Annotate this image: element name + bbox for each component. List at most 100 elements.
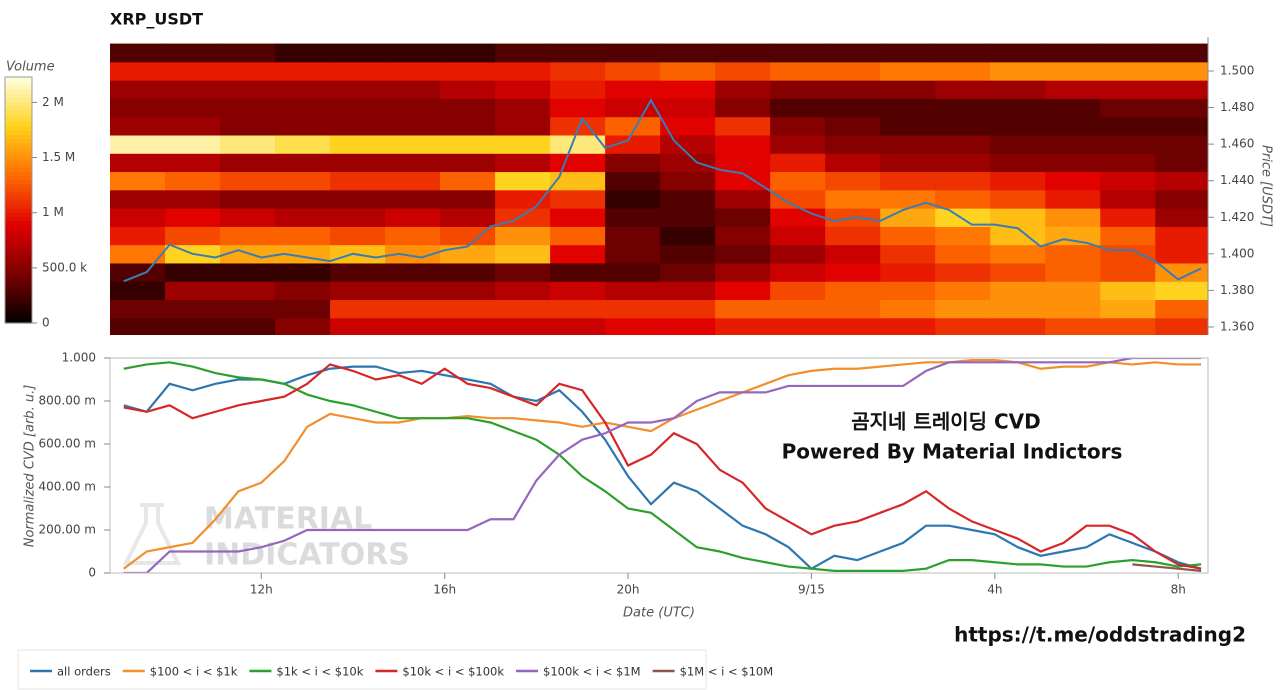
heatmap-cell [660,153,716,173]
heatmap-cell [275,299,331,319]
heatmap-cell [825,171,881,191]
heatmap-cell [495,80,551,99]
heatmap-cell [660,61,716,81]
colorbar-step [5,122,32,127]
y-tick-label: 600.00 m [39,437,97,451]
heatmap-cell [880,317,936,335]
heatmap-cell [935,98,991,118]
colorbar: 0 500.0 k 1 M 1.5 M 2 M [4,76,87,330]
colorbar-step [5,109,32,115]
heatmap-cell [440,80,496,99]
heatmap-cell [715,43,771,63]
heatmap-cell [715,189,771,209]
heatmap-cell [880,98,936,118]
heatmap-cell [110,262,166,282]
heatmap-cell [165,226,221,246]
colorbar-step [5,269,32,275]
heatmap-cell [550,262,606,282]
heatmap-cell [660,281,716,301]
heatmap-cell [1100,262,1156,282]
colorbar-step [5,286,32,291]
heatmap-cell [935,189,991,209]
heatmap [110,43,1208,335]
heatmap-cell [495,281,551,301]
heatmap-cell [275,189,331,209]
heatmap-cell [110,61,166,81]
colorbar-step [5,146,32,152]
annotation: Powered By Material Indictors [782,440,1123,464]
heatmap-cell [550,317,606,335]
heatmap-cell [110,116,166,136]
heatmap-cell [990,171,1046,191]
heatmap-cell [220,171,276,191]
cvd-plot [123,358,1202,573]
heatmap-cell [165,134,221,154]
heatmap-cell [1045,244,1101,264]
heatmap-cell [770,116,826,136]
heatmap-cell [550,226,606,246]
colorbar-step [5,195,32,201]
heatmap-cell [330,80,386,99]
heatmap-cell [550,208,606,227]
heatmap-cell [880,116,936,136]
heatmap-cell [1045,80,1101,99]
colorbar-step [5,101,32,107]
heatmap-cell [495,299,551,319]
heatmap-cell [330,98,386,118]
heatmap-cell [605,153,661,173]
heatmap-cell [495,43,551,63]
heatmap-cell [165,262,221,282]
heatmap-cell [165,171,221,191]
heatmap-cell [110,98,166,118]
heatmap-cell [550,80,606,99]
heatmap-cell [220,61,276,81]
heatmap-cell [550,43,606,63]
y-tick-label: 1.000 [62,351,96,365]
heatmap-cell [1155,80,1208,99]
y-tick-label: 400.00 m [39,480,97,494]
colorbar-step [5,118,32,123]
heatmap-cell [935,317,991,335]
heatmap-cell [165,61,221,81]
heatmap-cell [385,171,441,191]
heatmap-cell [550,61,606,81]
cvd-line [123,358,1202,573]
colorbar-step [5,216,32,222]
heatmap-cell [165,80,221,99]
colorbar-step [5,208,32,213]
heatmap-cell [1155,116,1208,136]
heatmap-cell [825,153,881,173]
x-axis-title: Date (UTC) [623,606,695,621]
heatmap-cell [550,134,606,154]
heatmap-cell [110,189,166,209]
heatmap-cell [220,43,276,63]
heatmap-cell [220,134,276,154]
heatmap-cell [330,281,386,301]
colorbar-step [5,150,32,156]
heatmap-cell [880,262,936,282]
plot-frame [109,357,1209,574]
colorbar-step [5,163,32,168]
heatmap-cell [825,43,881,63]
colorbar-tick-label: 0 [42,316,50,330]
heatmap-cell [330,61,386,81]
heatmap-cell [110,171,166,191]
colorbar-step [5,85,32,90]
colorbar-step [5,232,32,238]
heatmap-cell [1045,153,1101,173]
heatmap-cell [440,317,496,335]
heatmap-cell [1155,262,1208,282]
link[interactable]: https://t.me/oddstrading2 [954,623,1246,647]
colorbar-step [5,89,32,94]
heatmap-cell [990,98,1046,118]
heatmap-cell [275,98,331,118]
heatmap-cell [330,171,386,191]
colorbar-step [5,154,32,160]
heatmap-cell [1100,281,1156,301]
heatmap-cell [1100,208,1156,227]
heatmap-cell [330,43,386,63]
colorbar-step [5,318,32,324]
heatmap-cell [1100,299,1156,319]
heatmap-cell [440,189,496,209]
